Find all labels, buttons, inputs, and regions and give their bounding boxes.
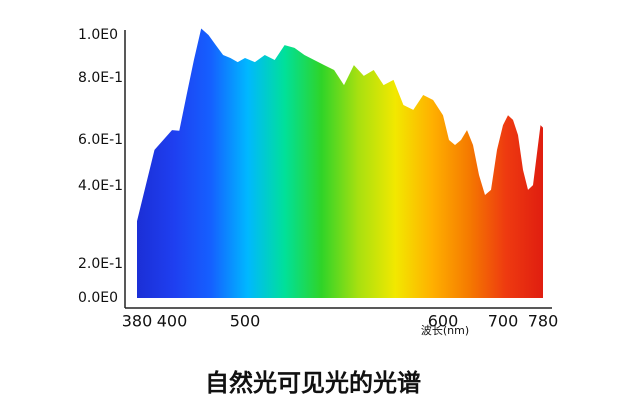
x-tick-label: 780: [528, 312, 559, 331]
x-tick-label: 600: [428, 312, 459, 331]
y-tick-label: 8.0E-1: [78, 70, 123, 86]
spectrum-area: [137, 28, 543, 299]
x-axis-label: 波长(nm): [421, 324, 469, 337]
y-tick-label: 1.0E0: [78, 27, 118, 43]
y-tick-label: 6.0E-1: [78, 132, 123, 148]
x-tick-label: 380: [122, 312, 153, 331]
x-tick-label: 400: [157, 312, 188, 331]
y-tick-label: 2.0E-1: [78, 256, 123, 272]
chart-title: 自然光可见光的光谱: [205, 369, 421, 397]
y-tick-label: 4.0E-1: [78, 178, 123, 194]
x-tick-label: 700: [488, 312, 519, 331]
y-tick-label: 0.0E0: [78, 290, 118, 306]
x-tick-label: 500: [230, 312, 261, 331]
